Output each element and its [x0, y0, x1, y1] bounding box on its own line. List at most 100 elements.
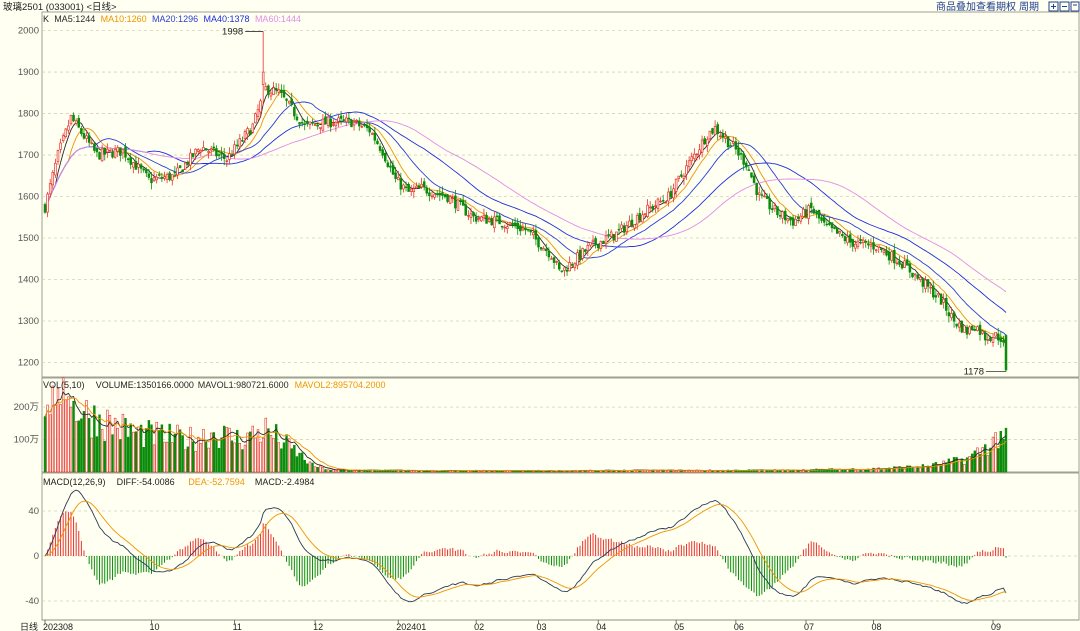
volume-bar[interactable] [223, 425, 226, 473]
candle[interactable] [246, 126, 249, 141]
candle[interactable] [209, 145, 213, 156]
volume-bar[interactable] [911, 467, 914, 473]
candle[interactable] [339, 111, 343, 125]
candle[interactable] [352, 118, 356, 131]
candle[interactable] [555, 260, 558, 266]
candle[interactable] [46, 191, 49, 218]
volume-bar[interactable] [98, 414, 101, 473]
candle[interactable] [747, 165, 751, 171]
candle[interactable] [900, 262, 904, 270]
volume-bar[interactable] [217, 447, 221, 473]
candle[interactable] [937, 291, 940, 298]
candle[interactable] [789, 216, 792, 226]
candle[interactable] [259, 98, 262, 117]
candle[interactable] [222, 147, 226, 166]
candle[interactable] [202, 140, 205, 151]
volume-bar[interactable] [126, 436, 130, 473]
candle[interactable] [326, 112, 330, 129]
volume-bar[interactable] [165, 441, 169, 473]
candle[interactable] [828, 217, 831, 227]
candle[interactable] [978, 321, 982, 341]
candle[interactable] [373, 126, 377, 145]
candle[interactable] [968, 325, 971, 336]
candle[interactable] [415, 182, 418, 190]
candle[interactable] [90, 138, 94, 145]
volume-bar[interactable] [106, 409, 109, 473]
candle[interactable] [487, 216, 491, 223]
volume-bar[interactable] [225, 427, 229, 473]
candle[interactable] [404, 181, 408, 192]
volume-bar[interactable] [48, 414, 52, 473]
candle[interactable] [607, 228, 610, 239]
candle[interactable] [495, 211, 499, 223]
volume-bar[interactable] [560, 470, 564, 473]
candle[interactable] [472, 211, 475, 222]
candle[interactable] [581, 247, 584, 261]
candle[interactable] [706, 136, 709, 152]
candle[interactable] [399, 172, 403, 196]
candle[interactable] [989, 335, 992, 343]
candle[interactable] [334, 120, 338, 132]
candle[interactable] [181, 169, 184, 172]
candle[interactable] [570, 262, 574, 268]
volume-bar[interactable] [877, 467, 880, 473]
volume-bar[interactable] [64, 399, 67, 473]
candle[interactable] [158, 171, 161, 177]
candle[interactable] [238, 134, 242, 150]
volume-bar[interactable] [641, 470, 644, 473]
volume-bar[interactable] [85, 400, 88, 473]
volume-bar[interactable] [207, 447, 210, 473]
candle[interactable] [506, 221, 509, 234]
volume-bar[interactable] [1002, 438, 1005, 473]
candle[interactable] [254, 112, 257, 124]
candle[interactable] [711, 127, 714, 135]
volume-bar[interactable] [698, 470, 701, 473]
candle[interactable] [394, 166, 397, 183]
candle[interactable] [391, 160, 395, 176]
candle[interactable] [119, 147, 122, 162]
zoom-in-icon[interactable] [1048, 1, 1059, 12]
volume-bar[interactable] [854, 469, 857, 473]
volume-bar[interactable] [965, 457, 969, 473]
candle[interactable] [739, 148, 743, 160]
volume-bar[interactable] [280, 448, 283, 473]
candle[interactable] [887, 247, 891, 265]
candle[interactable] [80, 125, 83, 137]
candle[interactable] [682, 173, 686, 185]
candle[interactable] [994, 331, 997, 337]
candle[interactable] [942, 293, 945, 309]
candle[interactable] [521, 222, 525, 232]
candle[interactable] [856, 235, 860, 250]
volume-bar[interactable] [74, 421, 78, 473]
volume-bar[interactable] [807, 470, 810, 473]
candle[interactable] [425, 184, 429, 197]
candle[interactable] [633, 224, 636, 231]
volume-bar[interactable] [95, 436, 99, 473]
volume-bar[interactable] [108, 414, 112, 473]
candle[interactable] [519, 219, 522, 236]
candle[interactable] [869, 238, 873, 253]
volume-bar[interactable] [648, 470, 652, 473]
volume-bar[interactable] [171, 442, 174, 473]
candle[interactable] [760, 189, 764, 199]
volume-bar[interactable] [238, 442, 242, 473]
volume-bar[interactable] [737, 470, 740, 473]
candle[interactable] [957, 318, 961, 332]
candle[interactable] [578, 245, 582, 265]
candle[interactable] [459, 198, 462, 206]
candle[interactable] [638, 207, 642, 224]
volume-bar[interactable] [952, 457, 956, 473]
candle[interactable] [848, 230, 852, 248]
candle[interactable] [583, 248, 587, 255]
candle[interactable] [635, 212, 639, 230]
candle[interactable] [363, 122, 366, 128]
candle[interactable] [625, 221, 629, 236]
candle[interactable] [347, 112, 351, 124]
candle[interactable] [672, 183, 675, 203]
volume-bar[interactable] [230, 440, 234, 473]
volume-bar[interactable] [204, 441, 208, 473]
volume-bar[interactable] [830, 468, 834, 473]
candle[interactable] [861, 236, 865, 249]
volume-bar[interactable] [971, 453, 974, 473]
